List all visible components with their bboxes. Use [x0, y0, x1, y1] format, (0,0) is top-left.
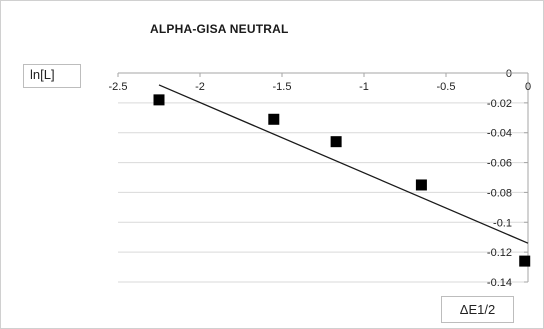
x-tick-label: -2: [195, 81, 205, 93]
x-tick-label: -1.5: [273, 81, 292, 93]
data-point-2: [268, 113, 280, 125]
x-tick-label: -2.5: [109, 81, 128, 93]
data-point-3: [330, 136, 342, 148]
y-tick-label: -0.12: [487, 247, 512, 259]
y-tick-label: -0.02: [487, 98, 512, 110]
y-axis-label: ln[L]: [23, 64, 81, 88]
trendline: [158, 84, 529, 244]
y-tick-label: -0.06: [487, 158, 512, 170]
y-tick-label: -0.04: [487, 128, 512, 140]
chart-title: ALPHA-GISA NEUTRAL: [150, 22, 289, 36]
y-tick-label: -0.08: [487, 187, 512, 199]
x-tick-label: -1: [359, 81, 369, 93]
y-tick-label: -0.14: [487, 277, 512, 289]
x-axis-label: ΔE1/2: [441, 296, 514, 323]
y-tick-label: -0.1: [493, 217, 512, 229]
y-tick-label: 0: [506, 68, 512, 80]
data-point-5: [519, 255, 531, 267]
data-point-1: [153, 94, 165, 106]
data-point-4: [415, 179, 427, 191]
x-tick-label: 0: [525, 81, 531, 93]
x-tick-label: -0.5: [437, 81, 456, 93]
